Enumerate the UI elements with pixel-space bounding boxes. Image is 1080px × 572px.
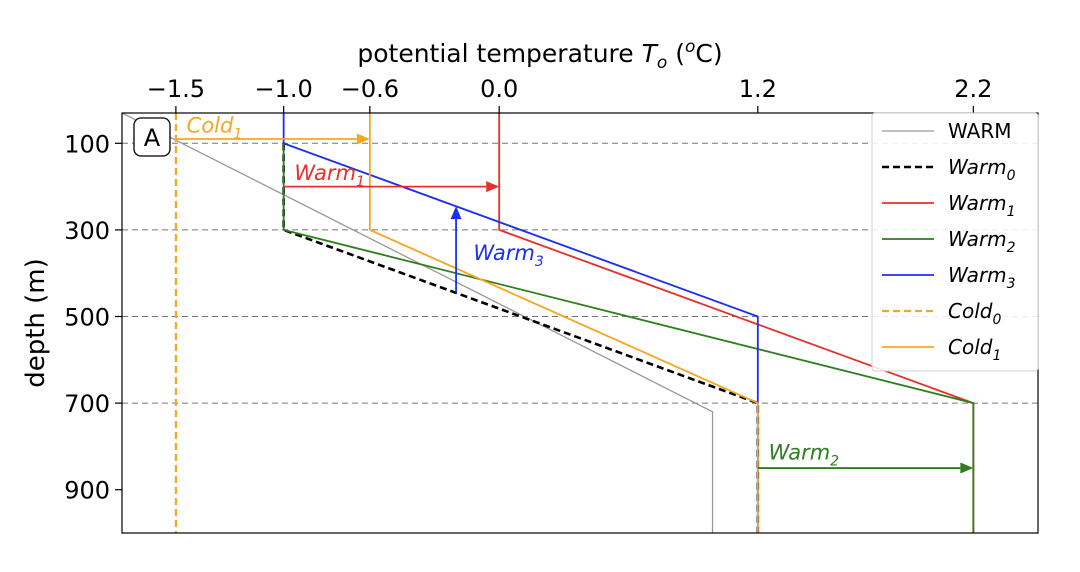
legend-label-warm0: Warm0 xyxy=(948,155,1016,184)
x-tick-label: 1.2 xyxy=(739,75,777,103)
series-line-warm xyxy=(122,113,714,533)
y-axis-label: depth (m) xyxy=(21,258,51,388)
series-lines xyxy=(122,113,975,533)
legend-frame xyxy=(871,112,1039,372)
annotation-arrowhead xyxy=(486,181,500,193)
panel-label-frame xyxy=(133,117,171,157)
y-tick-label: 900 xyxy=(64,477,110,505)
x-axis-label: potential temperature To (oC) xyxy=(357,37,722,73)
panel-label: A xyxy=(144,124,161,152)
x-axis-label-unit-close: C) xyxy=(695,39,722,68)
legend-label-warm: WARM xyxy=(948,119,1012,143)
legend: WARM Warm0 Warm1 Warm2 Warm3 Cold0 Cold1 xyxy=(871,112,1039,372)
x-tick-label: 2.2 xyxy=(954,75,992,103)
annotation-label: Warm2 xyxy=(769,440,840,469)
legend-label-warm1: Warm1 xyxy=(948,191,1016,220)
series-line-cold1 xyxy=(368,113,759,533)
panel-label-box: A xyxy=(133,117,171,157)
x-tick-label: −0.6 xyxy=(341,75,399,103)
y-tick-label: 700 xyxy=(64,390,110,418)
annotation-label: Warm1 xyxy=(294,161,365,190)
annotations: Cold1 Warm1 Warm3 Warm2 xyxy=(175,113,974,474)
x-tick-label: −1.0 xyxy=(255,75,313,103)
annotation-label: Cold1 xyxy=(187,113,243,142)
y-tick-label: 300 xyxy=(64,217,110,245)
legend-label-cold0: Cold0 xyxy=(948,299,1001,328)
x-axis-label-symbol-sub: o xyxy=(657,53,667,73)
series-line-warm2 xyxy=(282,143,975,533)
x-axis-label-unit-open: ( xyxy=(667,39,685,68)
axis-ticks: −1.5 −1.0 −0.6 0.0 1.2 2.2 100 300 500 700 900 xyxy=(64,75,992,505)
y-tick-label: 500 xyxy=(64,304,110,332)
x-axis-label-unit-sup: o xyxy=(685,37,695,57)
series-line-warm0 xyxy=(282,143,760,533)
legend-label-cold1: Cold1 xyxy=(948,335,1001,364)
x-axis-label-prefix: potential temperature xyxy=(357,39,641,68)
x-axis-label-symbol: T xyxy=(642,39,659,68)
legend-label-warm2: Warm2 xyxy=(948,227,1016,256)
y-tick-label: 100 xyxy=(64,130,110,158)
annotation-arrowhead xyxy=(356,133,370,145)
x-tick-label: −1.5 xyxy=(147,75,205,103)
annotation-arrowhead xyxy=(960,462,974,474)
annotation-label: Warm3 xyxy=(473,241,544,270)
annotation-arrowhead xyxy=(450,206,462,220)
x-tick-label: 0.0 xyxy=(480,75,518,103)
legend-label-warm3: Warm3 xyxy=(948,263,1016,292)
